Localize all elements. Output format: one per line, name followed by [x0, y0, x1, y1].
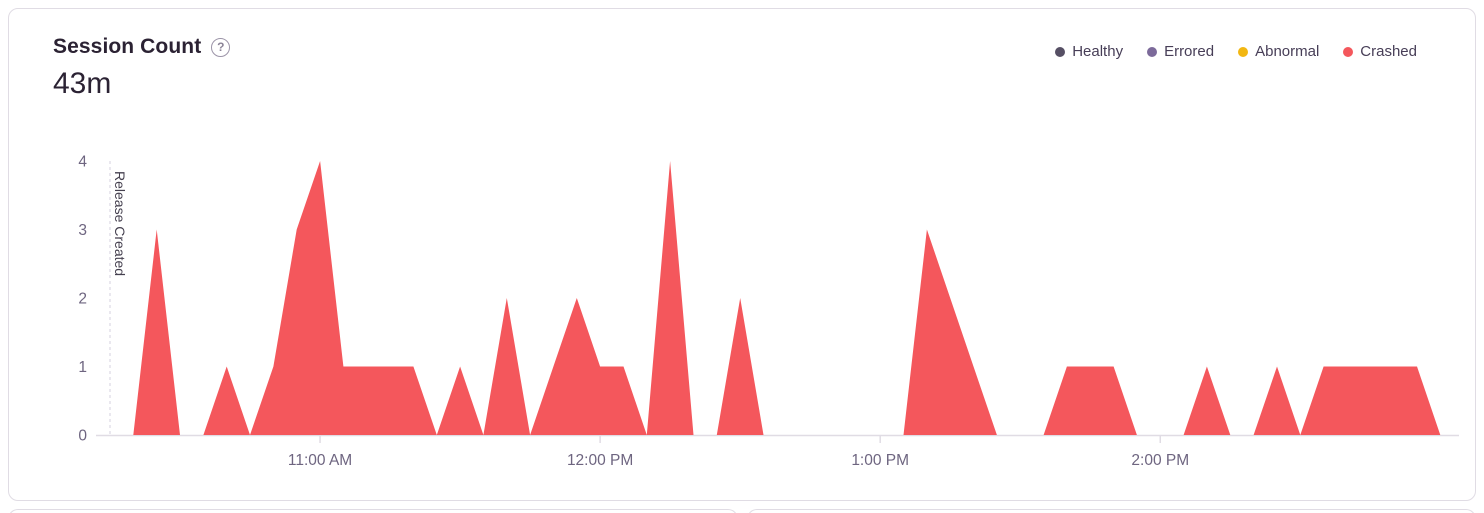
legend-label: Errored	[1164, 43, 1215, 60]
legend-label: Crashed	[1360, 43, 1417, 60]
crashed-legend-dot	[1343, 46, 1354, 57]
release-annotation-label: Release Created	[112, 171, 128, 276]
legend-item-healthy[interactable]: Healthy	[1055, 43, 1123, 60]
errored-legend-dot	[1147, 46, 1158, 57]
legend-label: Abnormal	[1255, 43, 1320, 60]
help-icon[interactable]: ?	[211, 37, 231, 57]
next-card-right-top-edge	[746, 509, 1476, 513]
y-axis-label: 4	[78, 154, 87, 171]
y-axis-label: 0	[78, 428, 87, 445]
legend: Healthy Errored Abnormal Crashed	[1055, 43, 1417, 60]
x-axis-label: 2:00 PM	[1131, 452, 1189, 469]
panel-title: Session Count	[53, 35, 202, 58]
x-axis-label: 1:00 PM	[851, 452, 909, 469]
session-count-chart[interactable]: 0 1 2 3 4 Release Created 11:00 AM 12:00 PM 1:00…	[9, 149, 1475, 481]
x-axis-label: 11:00 AM	[288, 452, 352, 469]
x-axis-label: 12:00 PM	[567, 452, 633, 469]
legend-item-errored[interactable]: Errored	[1147, 43, 1214, 60]
legend-item-crashed[interactable]: Crashed	[1343, 43, 1417, 60]
legend-label: Healthy	[1072, 43, 1124, 60]
healthy-legend-dot	[1055, 46, 1066, 57]
title-row: Session Count ?	[53, 35, 231, 59]
chart-svg: 0 1 2 3 4 Release Created 11:00 AM 12:00 PM 1:00…	[78, 154, 1459, 469]
next-card-left-top-edge	[8, 509, 738, 513]
abnormal-legend-dot	[1238, 46, 1249, 57]
y-axis-label: 3	[78, 222, 87, 239]
session-count-panel: Session Count ? 43m Healthy Errored Abnorm…	[8, 8, 1476, 501]
y-axis-label: 2	[78, 291, 87, 308]
panel-header-left: Session Count ? 43m	[53, 35, 231, 101]
session-total-value: 43m	[53, 67, 112, 100]
y-axis-label: 1	[78, 359, 87, 376]
next-widgets-row	[8, 509, 1476, 513]
legend-item-abnormal[interactable]: Abnormal	[1238, 43, 1319, 60]
crashed-area-series	[110, 161, 1441, 435]
panel-header: Session Count ? 43m Healthy Errored Abnorm…	[9, 9, 1475, 101]
